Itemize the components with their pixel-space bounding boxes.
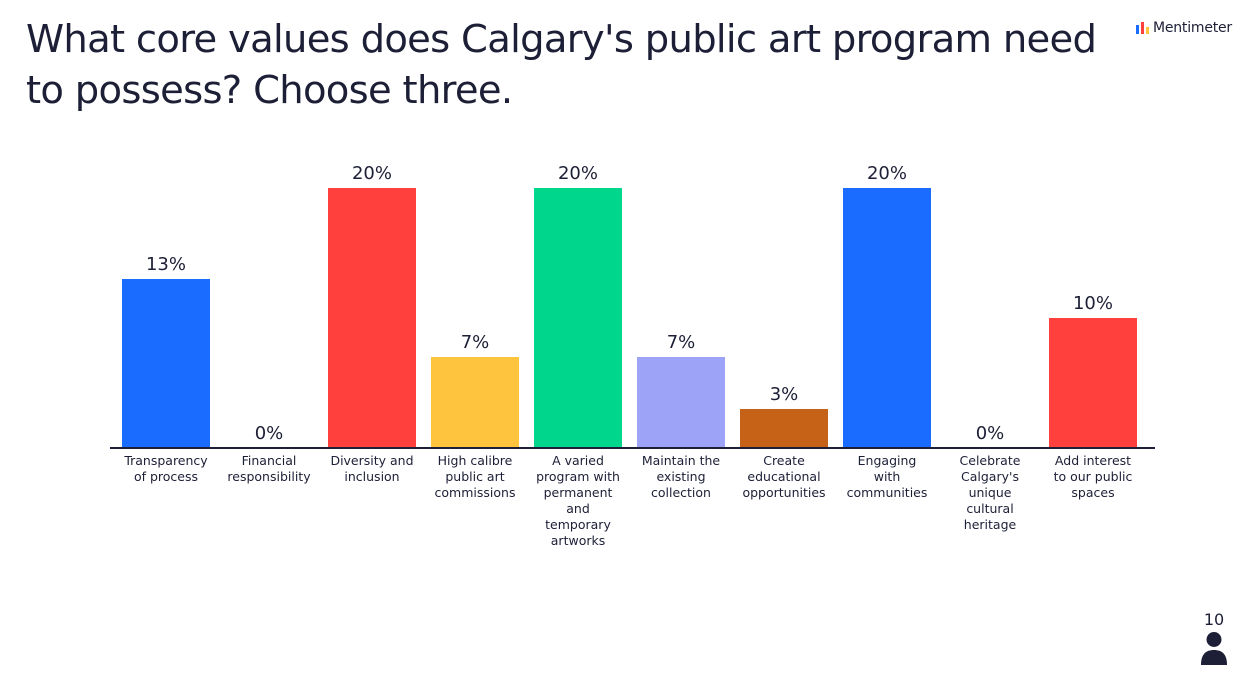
category-label: Financial responsibility	[227, 453, 311, 484]
bar-value-label: 20%	[867, 163, 907, 184]
page-title: What core values does Calgary's public a…	[26, 17, 1097, 113]
category-labels-group: Transparency of process Financial responsib…	[123, 453, 1132, 548]
category-label: Celebrate Calgary's unique cultural heritage	[960, 453, 1021, 532]
mentimeter-logo-icon	[1135, 22, 1149, 34]
category-label: Add interest to our public spaces	[1054, 453, 1133, 500]
category-label: Diversity and inclusion	[330, 453, 413, 484]
brand-name: Mentimeter	[1152, 20, 1232, 36]
participant-counter: 10	[1200, 610, 1228, 665]
participant-count: 10	[1203, 610, 1225, 629]
bar-0	[122, 279, 210, 448]
bar-value-label: 0%	[976, 423, 1005, 444]
category-label: Transparency of process	[123, 453, 208, 484]
category-label: Engaging with communities	[847, 453, 928, 500]
category-label: Create educational opportunities	[742, 453, 825, 500]
bar-2	[328, 188, 416, 448]
bar-value-label: 13%	[146, 254, 186, 275]
bar-5	[637, 357, 725, 448]
brand-logo: Mentimeter	[1135, 20, 1232, 36]
bar-6	[740, 409, 828, 448]
bar-value-label: 20%	[558, 163, 598, 184]
bars-group: 13% 0% 20% 7% 20% 7% 3% 20% 0% 10%	[122, 163, 1137, 448]
bar-4	[534, 188, 622, 448]
category-label: High calibre public art commissions	[435, 453, 516, 500]
bar-value-label: 20%	[352, 163, 392, 184]
bar-value-label: 7%	[461, 332, 490, 353]
category-label: A varied program with permanent and temporar…	[536, 453, 620, 548]
category-label: Maintain the existing collection	[642, 453, 721, 500]
bar-9	[1049, 318, 1137, 448]
bar-7	[843, 188, 931, 448]
bar-value-label: 3%	[770, 384, 799, 405]
bar-3	[431, 357, 519, 448]
bar-value-label: 10%	[1073, 293, 1113, 314]
bar-value-label: 0%	[255, 423, 284, 444]
person-icon	[1201, 632, 1227, 665]
bar-value-label: 7%	[667, 332, 696, 353]
